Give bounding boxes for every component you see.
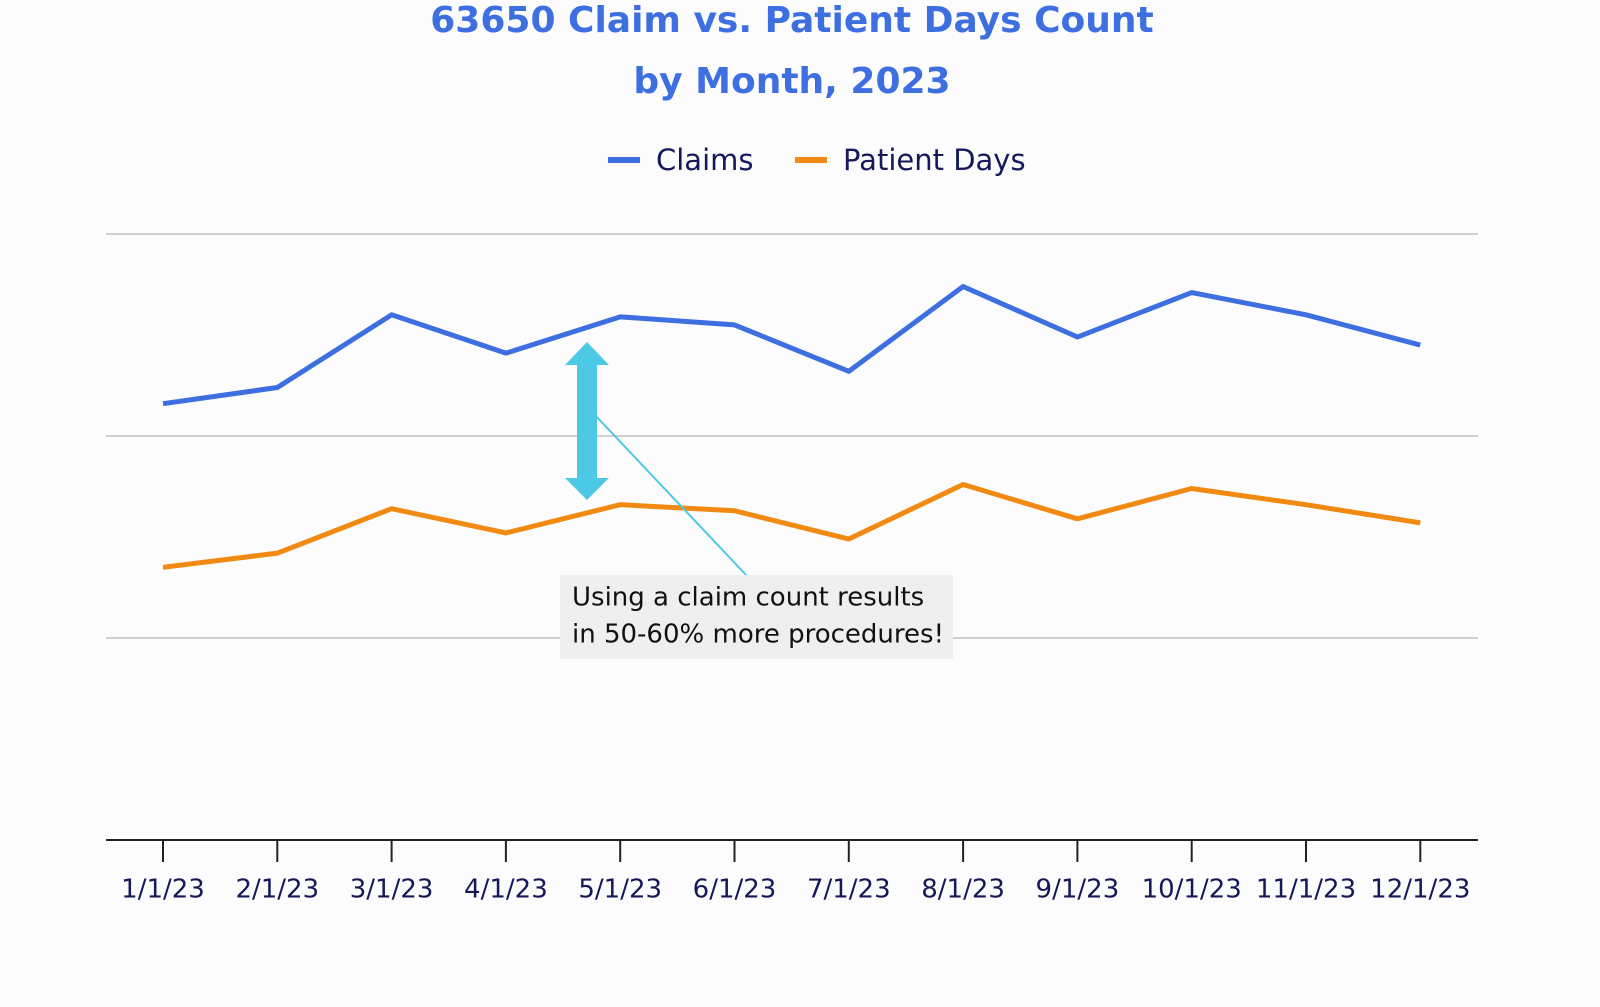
x-tick-label: 1/1/23 bbox=[121, 875, 205, 905]
x-tick-label: 8/1/23 bbox=[921, 875, 1005, 905]
double-arrow bbox=[565, 342, 609, 500]
legend-label: Claims bbox=[656, 143, 754, 177]
x-tick-label: 4/1/23 bbox=[464, 875, 548, 905]
x-tick-label: 12/1/23 bbox=[1370, 875, 1470, 905]
chart-title: by Month, 2023 bbox=[633, 61, 950, 102]
annotation: Using a claim count results bbox=[572, 583, 924, 613]
x-tick-label: 6/1/23 bbox=[693, 875, 777, 905]
x-tick-label: 3/1/23 bbox=[350, 875, 434, 905]
series-line bbox=[162, 481, 1421, 570]
series-line bbox=[162, 284, 1421, 407]
x-tick-label: 9/1/23 bbox=[1036, 875, 1120, 905]
plot bbox=[162, 284, 1421, 570]
x-tick-label: 7/1/23 bbox=[807, 875, 891, 905]
annotation-box bbox=[560, 575, 953, 659]
x-tick-label: 10/1/23 bbox=[1142, 875, 1242, 905]
x-tick-label: 11/1/23 bbox=[1256, 875, 1356, 905]
legend: Claims Patient Days bbox=[608, 143, 1026, 177]
annotation-connector bbox=[593, 413, 749, 578]
legend-label: Patient Days bbox=[843, 143, 1026, 177]
x-tick-label: 2/1/23 bbox=[235, 875, 319, 905]
chart-title: 63650 Claim vs. Patient Days Count bbox=[430, 0, 1153, 41]
annotation: in 50-60% more procedures! bbox=[572, 620, 944, 650]
x-axis-labels: 1/1/23 2/1/23 3/1/23 4/1/23 5/1/23 6/1/23 7/1/… bbox=[121, 840, 1470, 905]
x-tick-label: 5/1/23 bbox=[578, 875, 662, 905]
